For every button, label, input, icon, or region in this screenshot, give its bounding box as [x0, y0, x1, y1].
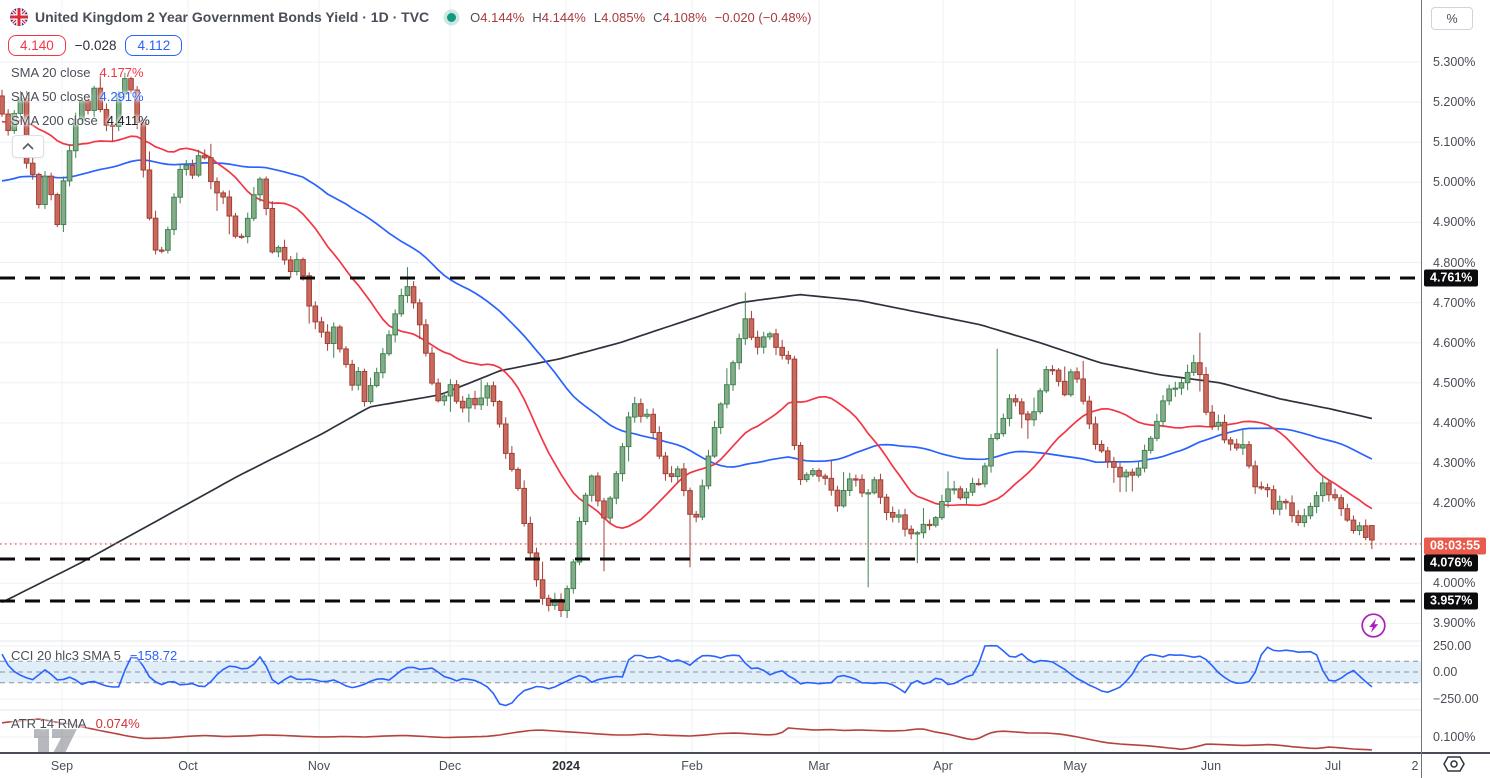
sma20-value: 4.177%	[99, 65, 144, 80]
atr-value: 0.074%	[95, 716, 140, 731]
chart-canvas[interactable]	[0, 0, 1421, 752]
tradingview-watermark	[30, 719, 82, 764]
price-axis-label: 3.900%	[1433, 616, 1476, 631]
level-price-badge: 3.957%	[1424, 592, 1479, 610]
time-axis-label: 2	[1411, 759, 1419, 773]
atr-axis-label: 0.100%	[1433, 730, 1476, 744]
cci-axis-label: −250.00	[1433, 692, 1479, 706]
symbol-title[interactable]: United Kingdom 2 Year Government Bonds Y…	[35, 9, 430, 25]
level-price-badge: 4.761%	[1424, 269, 1479, 287]
legend-row-cci[interactable]: CCI 20 hlc3 SMA 5 −158.72	[11, 648, 178, 663]
ohlc-values: O 4.144% H 4.144% L 4.085% C 4.108% −0.020 (…	[470, 9, 812, 25]
chevron-up-icon	[22, 143, 34, 150]
time-axis-label: Mar	[808, 759, 830, 773]
cci-pane	[0, 644, 1421, 707]
price-axis-label: 4.300%	[1433, 456, 1476, 470]
buy-price-button[interactable]: 4.112	[125, 35, 183, 56]
price-axis-label: 4.600%	[1433, 335, 1476, 350]
time-axis-label: Jul	[1325, 759, 1341, 773]
symbol-header: United Kingdom 2 Year Government Bonds Y…	[10, 8, 812, 26]
axis-separator	[1421, 0, 1422, 778]
price-axis-label: 4.800%	[1433, 255, 1476, 270]
time-axis-label: Nov	[307, 759, 331, 773]
legend-row-sma20[interactable]: SMA 20 close 4.177%	[11, 65, 144, 80]
countdown-badge: 08:03:55	[1424, 537, 1487, 555]
cci-axis-label: 250.00	[1433, 639, 1472, 653]
price-axis-label: 4.400%	[1433, 415, 1476, 430]
price-axis-label: 5.100%	[1433, 135, 1476, 150]
time-axis-label: Sep	[50, 759, 74, 773]
price-axis-label: 4.200%	[1433, 496, 1476, 511]
cci-value: −158.72	[129, 648, 178, 663]
sma50-value: 4.291%	[99, 89, 144, 104]
market-status-icon[interactable]	[447, 12, 457, 22]
time-axis-label: May	[1063, 759, 1087, 773]
spread-value: −0.028	[74, 38, 117, 53]
sell-price-button[interactable]: 4.140	[8, 35, 66, 56]
legend-collapse-button[interactable]	[12, 135, 44, 158]
uk-flag-icon	[10, 8, 28, 26]
time-axis-label: 2024	[552, 759, 580, 773]
level-price-badge: 4.076%	[1424, 554, 1479, 572]
quote-row: 4.140 −0.028 4.112	[8, 35, 183, 56]
change-value: −0.020 (−0.48%)	[714, 9, 812, 25]
time-axis-label: Feb	[681, 759, 703, 773]
time-axis-label: Apr	[933, 759, 953, 773]
legend-row-sma200[interactable]: SMA 200 close 4.411%	[11, 113, 150, 128]
cci-axis-label: 0.00	[1433, 665, 1458, 679]
price-axis-label: 4.900%	[1433, 215, 1476, 230]
atr-pane	[1, 718, 1372, 751]
time-axis[interactable]: Sep Oct Nov Dec 2024 Feb Mar Apr May Jun Jul 2	[0, 752, 1490, 778]
gridlines	[0, 0, 1421, 752]
price-pane	[0, 72, 1421, 618]
lightning-icon[interactable]	[1360, 612, 1387, 644]
time-axis-label: Jun	[1200, 759, 1222, 773]
price-axis-label: 5.000%	[1433, 175, 1476, 190]
price-axis-label: 4.700%	[1433, 295, 1476, 310]
price-axis-label: 5.300%	[1433, 55, 1476, 69]
time-axis-label: Oct	[178, 759, 198, 773]
price-axis-label: 4.000%	[1433, 576, 1476, 591]
sma200-value: 4.411%	[106, 113, 150, 128]
settings-icon[interactable]	[1442, 754, 1468, 778]
price-axis-label: 5.200%	[1433, 95, 1476, 110]
price-axis[interactable]: % 5.300% 5.200% 5.100% 5.000% 4.900% 4.800% 4.…	[1422, 0, 1490, 752]
time-axis-label: Dec	[438, 759, 462, 773]
percent-scale-button[interactable]: %	[1431, 7, 1473, 30]
legend-row-atr[interactable]: ATR 14 RMA 0.074%	[11, 716, 140, 731]
legend-row-sma50[interactable]: SMA 50 close 4.291%	[11, 89, 144, 104]
price-axis-label: 4.500%	[1433, 375, 1476, 390]
